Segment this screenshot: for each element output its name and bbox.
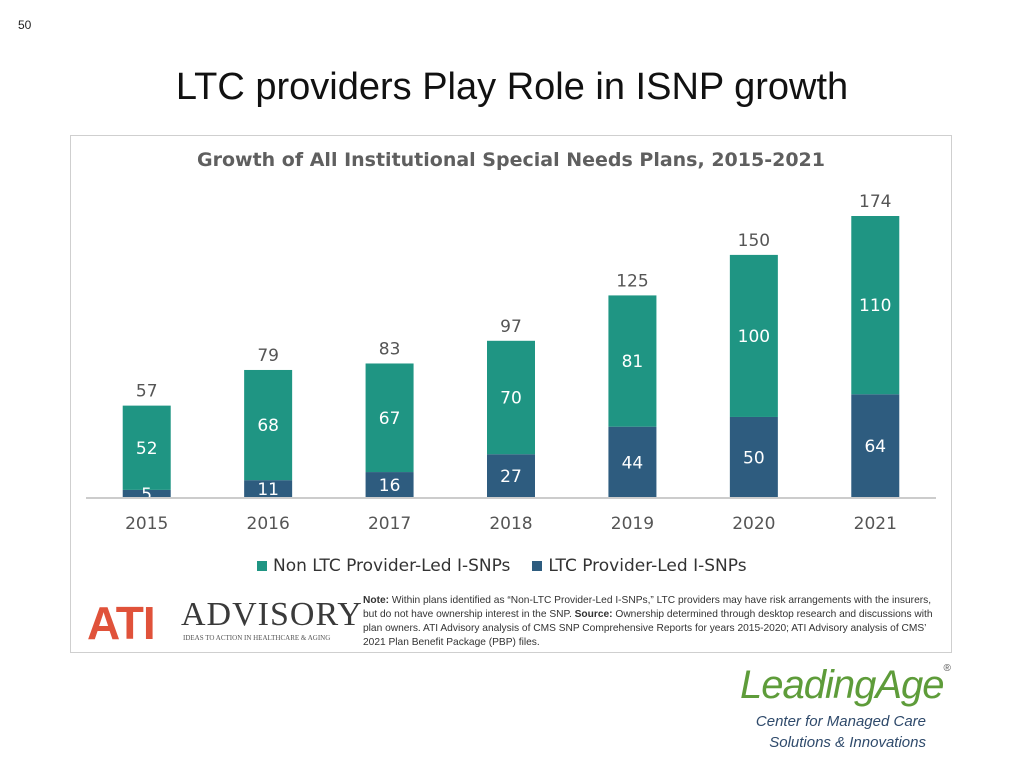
slide-title: LTC providers Play Role in ISNP growth (175, 66, 849, 108)
leadingage-tagline-1: Center for Managed Care (755, 713, 926, 730)
source-label: Source: (574, 609, 613, 620)
note-text: Within plans identified as “Non-LTC Prov… (363, 595, 932, 620)
bar-non-ltc-2019 (608, 295, 657, 427)
ati-advisory-logo: ATI ADVISORY IDEAS TO ACTION IN HEALTHCA… (87, 596, 362, 649)
source-text: Ownership determined through desktop res… (363, 609, 933, 648)
note-label: Note: (363, 595, 390, 606)
data-label-ltc-2021: 64 (864, 437, 886, 457)
bar-non-ltc-2021 (851, 216, 900, 395)
x-tick-label-2020: 2020 (732, 514, 775, 534)
total-label-2017: 83 (379, 339, 401, 359)
data-label-ltc-2017: 16 (379, 476, 401, 496)
chart-legend: Non LTC Provider-Led I-SNPs LTC Provider… (257, 556, 747, 576)
data-label-non-ltc-2021: 110 (859, 296, 891, 316)
data-label-ltc-2016: 11 (257, 480, 279, 500)
data-label-non-ltc-2016: 68 (257, 416, 279, 436)
bar-ltc-2020 (729, 416, 778, 498)
total-label-2020: 150 (738, 231, 770, 251)
x-tick-label-2018: 2018 (489, 514, 532, 534)
total-label-2019: 125 (616, 271, 648, 291)
x-tick-label-2019: 2019 (611, 514, 654, 534)
chart-title: Growth of All Institutional Special Need… (197, 149, 825, 171)
bar-ltc-2016 (244, 480, 293, 498)
leadingage-name: LeadingAge (740, 663, 945, 707)
chart-note: Note: Within plans identified as “Non-LT… (363, 594, 941, 650)
bar-non-ltc-2017 (365, 363, 414, 473)
x-tick-label-2016: 2016 (247, 514, 290, 534)
data-label-ltc-2019: 44 (622, 453, 644, 473)
x-tick-label-2015: 2015 (125, 514, 168, 534)
bar-ltc-2015 (122, 489, 171, 498)
bar-non-ltc-2015 (122, 405, 171, 490)
data-label-ltc-2020: 50 (743, 448, 765, 468)
x-tick-label-2021: 2021 (854, 514, 897, 534)
chart-panel: Growth of All Institutional Special Need… (70, 135, 952, 653)
ati-logo-word: ADVISORY (181, 596, 363, 633)
total-label-2015: 57 (136, 382, 158, 402)
data-label-non-ltc-2017: 67 (379, 409, 401, 429)
slide-number: 50 (18, 18, 32, 32)
bar-non-ltc-2020 (729, 254, 778, 417)
legend-item-ltc: LTC Provider-Led I-SNPs (532, 556, 747, 576)
leadingage-logo: LeadingAge® Center for Managed Care Solu… (740, 655, 951, 760)
legend-item-non-ltc: Non LTC Provider-Led I-SNPs (257, 556, 510, 576)
data-label-ltc-2018: 27 (500, 467, 522, 487)
x-tick-label-2017: 2017 (368, 514, 411, 534)
leadingage-reg-mark: ® (943, 663, 951, 674)
legend-label-ltc: LTC Provider-Led I-SNPs (548, 556, 747, 576)
leadingage-wordmark: LeadingAge® (740, 663, 951, 708)
ati-logo-tagline: IDEAS TO ACTION IN HEALTHCARE & AGING (183, 634, 331, 642)
total-label-2018: 97 (500, 317, 522, 337)
legend-swatch-non-ltc (257, 561, 267, 571)
data-label-non-ltc-2015: 52 (136, 439, 158, 459)
bar-ltc-2019 (608, 426, 657, 498)
bar-ltc-2018 (487, 454, 535, 498)
legend-swatch-ltc (532, 561, 543, 571)
bar-non-ltc-2018 (487, 340, 535, 455)
bar-ltc-2021 (851, 394, 900, 498)
data-label-non-ltc-2018: 70 (500, 389, 522, 409)
bar-non-ltc-2016 (244, 369, 293, 481)
ati-logo-mark: ATI (87, 597, 156, 649)
bar-chart: 5 52 57 2015 11 68 79 2016 16 67 83 2017 27 70 97 2018 4… (86, 192, 936, 534)
leadingage-tagline-2: Solutions & Innovations (769, 734, 926, 751)
legend-label-non-ltc: Non LTC Provider-Led I-SNPs (273, 556, 511, 576)
bar-ltc-2017 (365, 472, 414, 498)
data-label-non-ltc-2020: 100 (738, 327, 770, 347)
total-label-2016: 79 (257, 346, 279, 366)
data-label-ltc-2015: 5 (141, 485, 152, 505)
data-label-non-ltc-2019: 81 (622, 352, 644, 372)
total-label-2021: 174 (859, 192, 891, 212)
